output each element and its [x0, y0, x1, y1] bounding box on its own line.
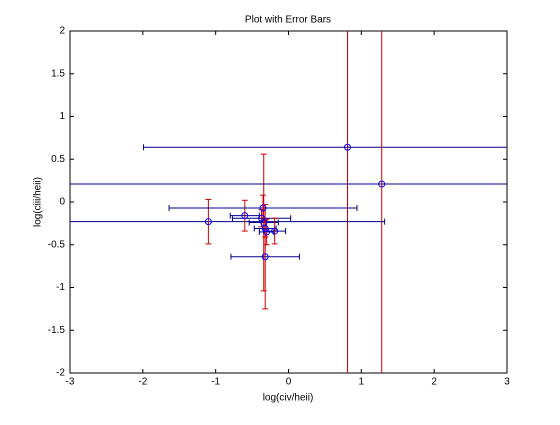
plot-area: [69, 30, 508, 374]
x-tick-label: -1: [211, 377, 220, 388]
x-tick-label: 3: [504, 377, 510, 388]
y-axis-label: log(ciii/heii): [33, 177, 44, 227]
x-tick-label: 0: [286, 377, 292, 388]
x-tick-label: -2: [138, 377, 147, 388]
data-point: [263, 228, 271, 236]
data-point: [261, 225, 269, 233]
data-point: [261, 253, 269, 261]
plot-content: [70, 31, 507, 373]
y-tick-label: 2: [59, 26, 65, 37]
y-tick-label: 0: [59, 197, 65, 208]
x-axis-label: log(civ/heii): [263, 393, 314, 404]
y-tick-label: 1.5: [51, 68, 65, 79]
data-point: [259, 204, 267, 212]
y-tick-label: -1: [56, 282, 65, 293]
data-point: [343, 143, 351, 151]
y-tick-label: -2: [56, 368, 65, 379]
data-point: [271, 227, 279, 235]
data-point: [258, 214, 266, 222]
x-tick-label: 2: [431, 377, 437, 388]
data-point: [241, 212, 249, 220]
chart-title: Plot with Error Bars: [245, 15, 331, 26]
data-point: [204, 218, 212, 226]
y-tick-label: -0.5: [48, 239, 66, 250]
x-tick-label: 1: [359, 377, 365, 388]
y-tick-label: 0.5: [51, 154, 65, 165]
data-point: [378, 180, 386, 188]
y-tick-label: -1.5: [48, 325, 66, 336]
x-tick-label: -3: [66, 377, 75, 388]
y-tick-label: 1: [59, 111, 65, 122]
